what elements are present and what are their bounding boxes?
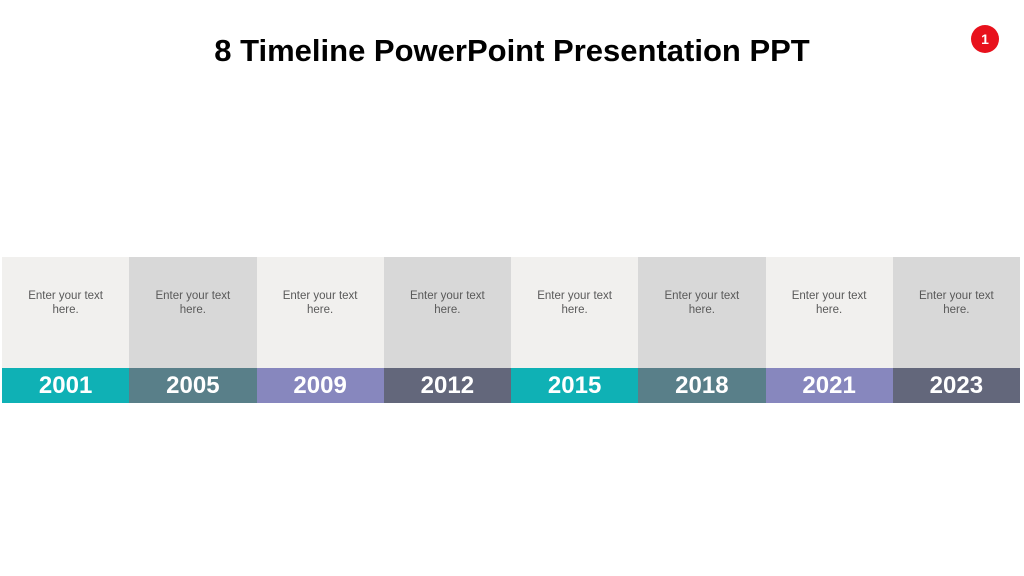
timeline-placeholder-text[interactable]: Enter your text here. — [155, 290, 231, 316]
timeline-segment: Enter your text here. 2001 — [2, 257, 130, 403]
timeline-segment-body: Enter your text here. — [256, 257, 384, 368]
timeline: Enter your text here. 2001 Enter your te… — [2, 257, 1020, 403]
timeline-segment: Enter your text here. 2018 — [638, 257, 766, 403]
timeline-year-label[interactable]: 2001 — [2, 368, 130, 403]
timeline-year-label[interactable]: 2009 — [256, 368, 384, 403]
timeline-segment-body: Enter your text here. — [892, 257, 1020, 368]
timeline-year-label[interactable]: 2012 — [383, 368, 511, 403]
timeline-segment-body: Enter your text here. — [383, 257, 511, 368]
timeline-segment: Enter your text here. 2023 — [892, 257, 1020, 403]
timeline-placeholder-text[interactable]: Enter your text here. — [282, 290, 358, 316]
timeline-placeholder-text[interactable]: Enter your text here. — [791, 290, 867, 316]
timeline-segment: Enter your text here. 2012 — [383, 257, 511, 403]
timeline-segment-body: Enter your text here. — [638, 257, 766, 368]
timeline-year-label[interactable]: 2005 — [129, 368, 257, 403]
timeline-year-label[interactable]: 2021 — [765, 368, 893, 403]
timeline-year-label[interactable]: 2015 — [511, 368, 639, 403]
timeline-segment: Enter your text here. 2009 — [256, 257, 384, 403]
timeline-segment-body: Enter your text here. — [2, 257, 130, 368]
timeline-placeholder-text[interactable]: Enter your text here. — [28, 290, 104, 316]
timeline-segment-body: Enter your text here. — [765, 257, 893, 368]
timeline-segment: Enter your text here. 2021 — [765, 257, 893, 403]
timeline-year-label[interactable]: 2018 — [638, 368, 766, 403]
timeline-placeholder-text[interactable]: Enter your text here. — [409, 290, 485, 316]
timeline-segment: Enter your text here. 2015 — [511, 257, 639, 403]
timeline-placeholder-text[interactable]: Enter your text here. — [664, 290, 740, 316]
timeline-segment: Enter your text here. 2005 — [129, 257, 257, 403]
timeline-segment-body: Enter your text here. — [129, 257, 257, 368]
timeline-placeholder-text[interactable]: Enter your text here. — [918, 290, 994, 316]
timeline-placeholder-text[interactable]: Enter your text here. — [537, 290, 613, 316]
slide-title: 8 Timeline PowerPoint Presentation PPT — [214, 33, 810, 68]
annotation-marker-badge[interactable]: 1 — [971, 25, 999, 53]
timeline-segment-body: Enter your text here. — [511, 257, 639, 368]
timeline-year-label[interactable]: 2023 — [892, 368, 1020, 403]
